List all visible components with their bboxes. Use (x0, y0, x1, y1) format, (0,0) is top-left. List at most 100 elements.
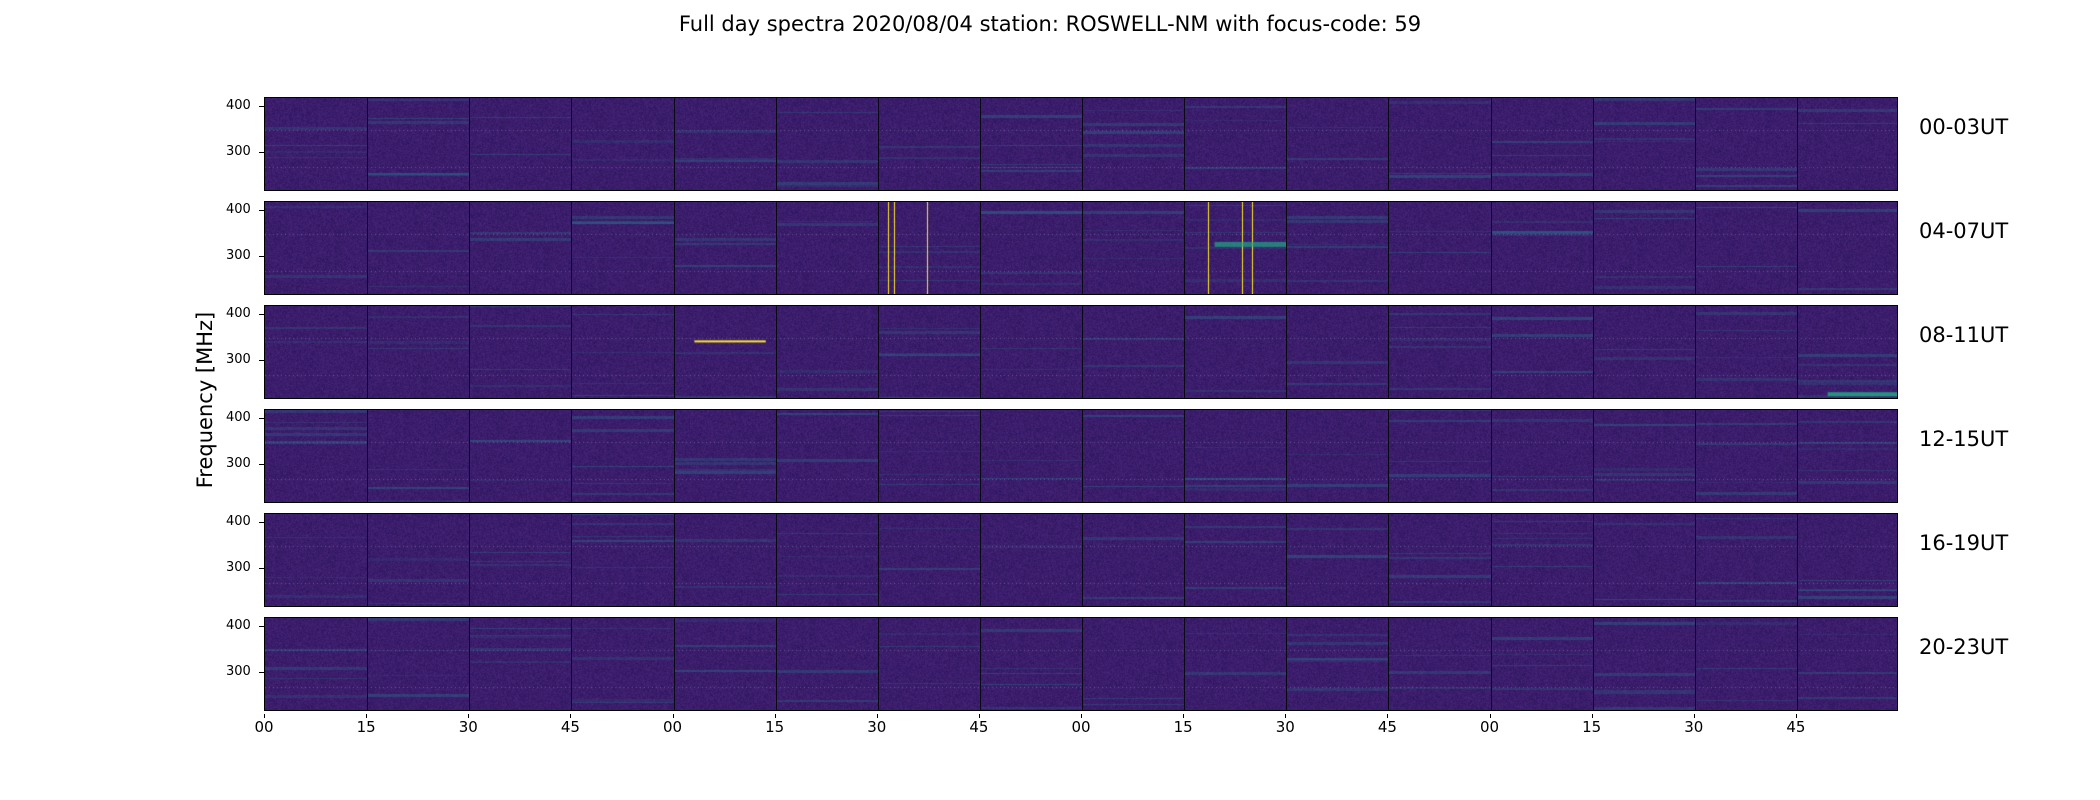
segment-divider (1592, 306, 1594, 398)
y-tick-label: 400 (226, 98, 251, 114)
segment-divider (571, 410, 573, 502)
spectrogram-canvas (1082, 514, 1185, 606)
spectrogram-segment (775, 618, 878, 710)
segment-divider (775, 514, 777, 606)
spectrogram-canvas (775, 306, 878, 398)
segment-divider (775, 618, 777, 710)
spectrogram-segment (877, 410, 980, 502)
segment-divider (571, 618, 573, 710)
spectrogram-canvas (1082, 618, 1185, 710)
segment-divider (1490, 98, 1492, 190)
spectrogram-segment (1694, 306, 1797, 398)
spectrogram-segment (265, 202, 368, 294)
spectrogram-canvas (265, 618, 368, 710)
spectrogram-canvas (1694, 618, 1797, 710)
y-tick-mark (259, 106, 264, 108)
y-tick-mark (259, 256, 264, 258)
spectrogram-segment (1388, 410, 1491, 502)
spectrogram-canvas (1592, 98, 1695, 190)
spectrogram-canvas (265, 306, 368, 398)
spectrogram-segment (1490, 202, 1593, 294)
spectrogram-segment (469, 618, 572, 710)
x-tick-mark (978, 714, 980, 718)
spectrogram-segment (877, 514, 980, 606)
segment-divider (1184, 410, 1186, 502)
y-tick-mark (259, 360, 264, 362)
segment-divider (1490, 202, 1492, 294)
spectra-row-frame (264, 97, 1898, 191)
spectrogram-segment (1592, 618, 1695, 710)
segment-divider (1796, 410, 1798, 502)
spectrogram-canvas (1184, 410, 1287, 502)
spectrogram-segment (1592, 306, 1695, 398)
segment-divider (469, 98, 471, 190)
segment-divider (1082, 514, 1083, 606)
segment-divider (673, 514, 675, 606)
y-tick-mark (259, 672, 264, 674)
segment-divider (877, 306, 879, 398)
spectrogram-canvas (775, 514, 878, 606)
y-tick-label: 300 (226, 248, 251, 264)
segment-divider (979, 98, 981, 190)
spectrogram-canvas (979, 202, 1082, 294)
x-tick-mark (672, 714, 674, 718)
segment-divider (775, 410, 777, 502)
segment-divider (673, 202, 675, 294)
spectrogram-canvas (1286, 410, 1389, 502)
spectrogram-canvas (1388, 618, 1491, 710)
spectrogram-canvas (1184, 202, 1287, 294)
x-tick-label: 45 (1786, 718, 1806, 736)
spectrogram-segment (1286, 618, 1389, 710)
spectrogram-canvas (469, 98, 572, 190)
spectrogram-segment (367, 410, 470, 502)
segment-divider (1388, 98, 1390, 190)
spectrogram-canvas (469, 202, 572, 294)
spectrogram-canvas (979, 410, 1082, 502)
x-tick-mark (570, 714, 572, 718)
spectrogram-canvas (775, 410, 878, 502)
spectrogram-segment (673, 514, 776, 606)
spectrogram-canvas (367, 410, 470, 502)
y-tick-label: 300 (226, 664, 251, 680)
spectrogram-canvas (1184, 98, 1287, 190)
spectrogram-segment (1082, 306, 1185, 398)
spectrogram-segment (571, 98, 674, 190)
y-tick-label: 400 (226, 202, 251, 218)
spectrogram-segment (1490, 410, 1593, 502)
spectrogram-segment (877, 202, 980, 294)
segment-divider (1592, 202, 1594, 294)
x-tick-label: 00 (662, 718, 683, 736)
spectrogram-segment (1490, 98, 1593, 190)
spectrogram-canvas (367, 618, 470, 710)
spectra-row-12-15ut (264, 409, 1898, 503)
spectrogram-canvas (1388, 514, 1491, 606)
spectrogram-segment (979, 98, 1082, 190)
segment-divider (1184, 514, 1186, 606)
spectrogram-segment (367, 618, 470, 710)
spectrogram-canvas (469, 514, 572, 606)
spectrogram-segment (1592, 98, 1695, 190)
spectrogram-segment (1388, 306, 1491, 398)
segment-divider (1082, 410, 1083, 502)
segment-divider (979, 514, 981, 606)
spectrogram-canvas (265, 514, 368, 606)
spectrogram-canvas (877, 410, 980, 502)
spectrogram-canvas (1592, 618, 1695, 710)
spectrogram-segment (1286, 98, 1389, 190)
spectrogram-canvas (1490, 306, 1593, 398)
spectrogram-canvas (1796, 514, 1897, 606)
x-tick-mark (1489, 714, 1491, 718)
segment-divider (1796, 618, 1798, 710)
x-tick-label: 45 (560, 718, 580, 736)
spectrogram-canvas (1082, 202, 1185, 294)
x-tick-mark (468, 714, 470, 718)
spectrogram-segment (1796, 98, 1897, 190)
spectrogram-canvas (877, 618, 980, 710)
segment-divider (1388, 410, 1390, 502)
segment-divider (979, 306, 981, 398)
spectra-row-20-23ut (264, 617, 1898, 711)
segment-divider (469, 618, 471, 710)
segment-divider (1490, 410, 1492, 502)
spectrogram-canvas (469, 306, 572, 398)
spectrogram-canvas (1796, 618, 1897, 710)
